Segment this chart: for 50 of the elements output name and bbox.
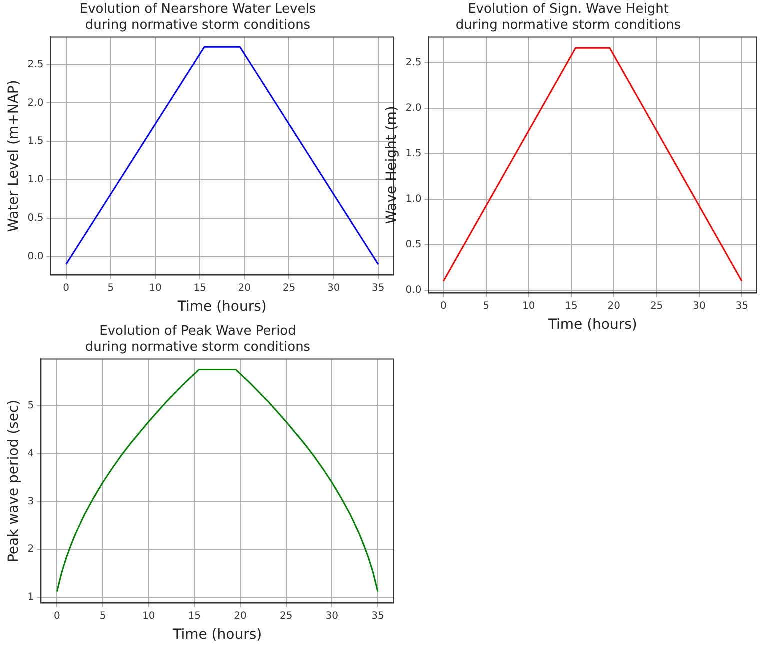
y-tick-label: 4 bbox=[28, 448, 34, 460]
x-tick-label: 35 bbox=[736, 300, 748, 312]
chart-title: Evolution of Peak Wave Period during normative storm conditions bbox=[85, 324, 311, 355]
x-tick-label: 25 bbox=[650, 300, 664, 312]
x-axis-title: Time (hours) bbox=[172, 627, 262, 644]
x-tick-label: 0 bbox=[63, 282, 70, 294]
x-axis-title: Time (hours) bbox=[176, 299, 267, 316]
y-axis-title: Peak wave period (sec) bbox=[6, 400, 22, 563]
y-tick-label: 0.0 bbox=[28, 251, 44, 262]
x-tick-label: 20 bbox=[238, 282, 252, 294]
x-tick-label: 20 bbox=[234, 610, 247, 622]
x-tick-label: 0 bbox=[440, 300, 447, 312]
y-tick-label: 0.0 bbox=[406, 285, 422, 296]
y-tick-label: 3 bbox=[28, 496, 34, 508]
y-axis-title: Wave Height (m) bbox=[384, 106, 400, 224]
x-tick-label: 10 bbox=[522, 300, 536, 312]
y-tick-label: 1 bbox=[28, 592, 34, 604]
x-tick-label: 15 bbox=[188, 610, 202, 622]
y-tick-label: 2.5 bbox=[406, 57, 422, 68]
chart-title: Evolution of Sign. Wave Height during normative storm conditions bbox=[456, 2, 682, 33]
x-tick-label: 15 bbox=[194, 282, 206, 294]
y-tick-label: 1.0 bbox=[406, 194, 422, 205]
y-tick-label: 5 bbox=[28, 400, 34, 412]
x-tick-label: 10 bbox=[142, 610, 156, 622]
x-tick-label: 35 bbox=[372, 610, 384, 622]
x-tick-label: 35 bbox=[372, 282, 385, 294]
x-tick-label: 30 bbox=[326, 610, 339, 622]
x-tick-label: 0 bbox=[54, 610, 60, 622]
y-tick-label: 1.0 bbox=[28, 174, 44, 186]
x-tick-label: 5 bbox=[108, 282, 114, 294]
x-axis-title: Time (hours) bbox=[547, 317, 638, 334]
x-tick-label: 5 bbox=[483, 300, 490, 312]
x-tick-label: 30 bbox=[693, 300, 706, 312]
x-tick-label: 10 bbox=[149, 282, 162, 294]
chart-title: Evolution of Nearshore Water Levels during normative storm conditions bbox=[80, 2, 316, 33]
x-tick-label: 25 bbox=[280, 610, 293, 622]
y-tick-label: 0.5 bbox=[28, 212, 44, 224]
x-tick-label: 25 bbox=[282, 282, 296, 294]
y-tick-label: 2.5 bbox=[28, 59, 44, 70]
y-tick-label: 2.0 bbox=[406, 102, 422, 114]
y-tick-label: 2 bbox=[28, 544, 34, 556]
y-tick-label: 2.0 bbox=[28, 98, 44, 109]
y-tick-label: 0.5 bbox=[406, 240, 422, 251]
y-tick-label: 1.5 bbox=[28, 136, 44, 148]
x-tick-label: 15 bbox=[565, 300, 578, 312]
x-tick-label: 30 bbox=[327, 282, 340, 294]
x-tick-label: 5 bbox=[100, 610, 106, 622]
y-tick-label: 1.5 bbox=[406, 148, 422, 160]
y-axis-title: Water Level (m+NAP) bbox=[6, 80, 22, 232]
x-tick-label: 20 bbox=[608, 300, 621, 312]
